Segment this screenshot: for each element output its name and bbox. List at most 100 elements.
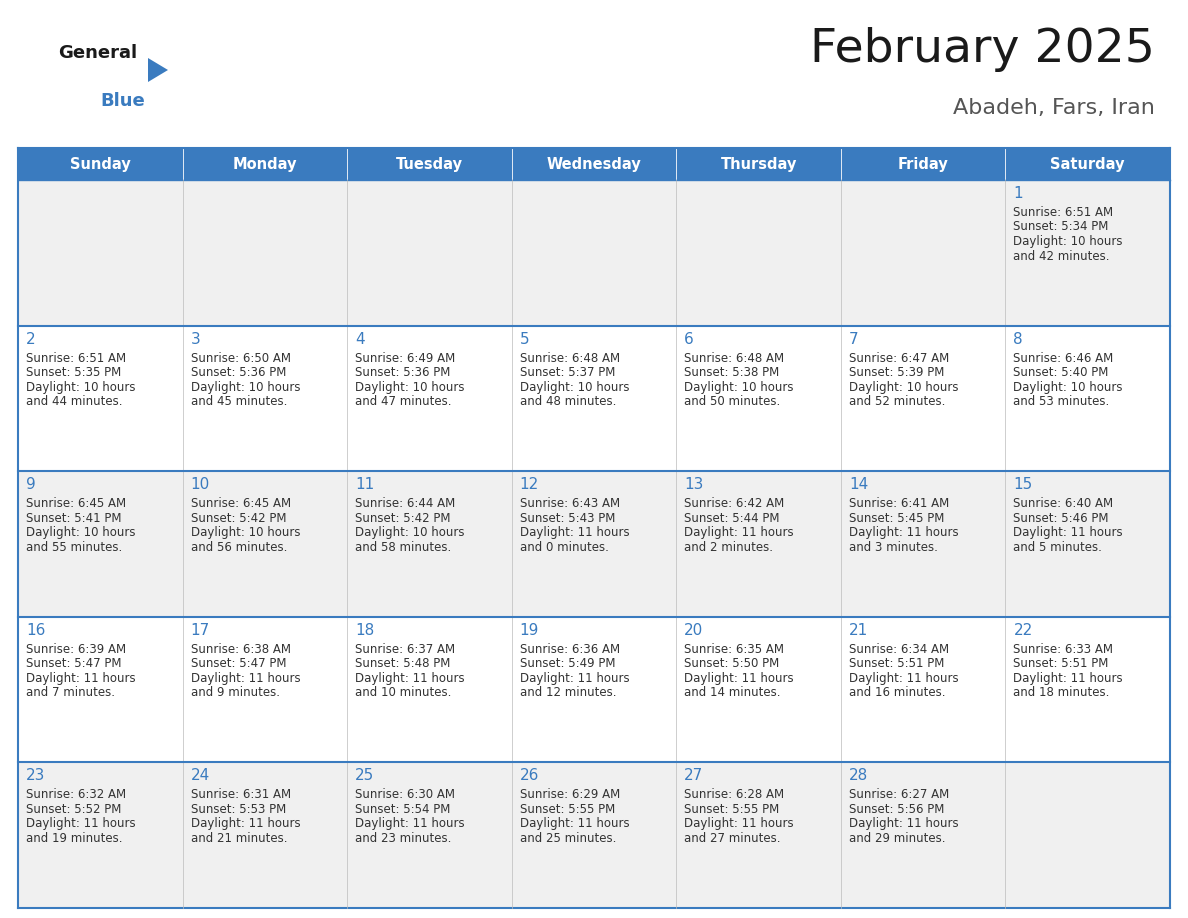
Bar: [18, 180, 183, 326]
Text: 26: 26: [519, 768, 539, 783]
Text: 21: 21: [849, 622, 868, 638]
Text: Daylight: 10 hours: Daylight: 10 hours: [1013, 381, 1123, 394]
Text: Sunset: 5:37 PM: Sunset: 5:37 PM: [519, 366, 615, 379]
Text: Abadeh, Fars, Iran: Abadeh, Fars, Iran: [953, 98, 1155, 118]
Bar: [183, 326, 347, 471]
Text: and 18 minutes.: and 18 minutes.: [1013, 687, 1110, 700]
Bar: [18, 617, 183, 763]
Text: Sunset: 5:39 PM: Sunset: 5:39 PM: [849, 366, 944, 379]
Text: Sunset: 5:51 PM: Sunset: 5:51 PM: [849, 657, 944, 670]
Bar: [841, 180, 1005, 326]
Text: Tuesday: Tuesday: [396, 156, 463, 172]
Text: and 27 minutes.: and 27 minutes.: [684, 832, 781, 845]
Text: Daylight: 11 hours: Daylight: 11 hours: [190, 672, 301, 685]
Text: 24: 24: [190, 768, 210, 783]
Text: Sunrise: 6:28 AM: Sunrise: 6:28 AM: [684, 789, 784, 801]
Bar: [347, 471, 512, 617]
Text: Sunset: 5:40 PM: Sunset: 5:40 PM: [1013, 366, 1108, 379]
Text: and 5 minutes.: and 5 minutes.: [1013, 541, 1102, 554]
Text: 10: 10: [190, 477, 210, 492]
Bar: [1005, 763, 1170, 908]
Text: 9: 9: [26, 477, 36, 492]
Text: and 14 minutes.: and 14 minutes.: [684, 687, 781, 700]
Text: Sunrise: 6:36 AM: Sunrise: 6:36 AM: [519, 643, 620, 655]
Bar: [512, 148, 676, 180]
Bar: [347, 763, 512, 908]
Text: Sunrise: 6:47 AM: Sunrise: 6:47 AM: [849, 352, 949, 364]
Bar: [18, 471, 183, 617]
Text: February 2025: February 2025: [810, 27, 1155, 72]
Text: Friday: Friday: [898, 156, 948, 172]
Text: Sunrise: 6:33 AM: Sunrise: 6:33 AM: [1013, 643, 1113, 655]
Text: 1: 1: [1013, 186, 1023, 201]
Text: Sunset: 5:44 PM: Sunset: 5:44 PM: [684, 511, 779, 525]
Text: Sunrise: 6:40 AM: Sunrise: 6:40 AM: [1013, 498, 1113, 510]
Text: Daylight: 11 hours: Daylight: 11 hours: [26, 672, 135, 685]
Text: 16: 16: [26, 622, 45, 638]
Text: 27: 27: [684, 768, 703, 783]
Text: Wednesday: Wednesday: [546, 156, 642, 172]
Text: Sunset: 5:34 PM: Sunset: 5:34 PM: [1013, 220, 1108, 233]
Text: Sunrise: 6:45 AM: Sunrise: 6:45 AM: [26, 498, 126, 510]
Text: Sunrise: 6:48 AM: Sunrise: 6:48 AM: [519, 352, 620, 364]
Bar: [18, 148, 183, 180]
Text: General: General: [58, 44, 137, 62]
Bar: [676, 180, 841, 326]
Bar: [347, 148, 512, 180]
Text: and 21 minutes.: and 21 minutes.: [190, 832, 287, 845]
Text: Sunset: 5:42 PM: Sunset: 5:42 PM: [355, 511, 450, 525]
Bar: [512, 617, 676, 763]
Polygon shape: [148, 58, 168, 82]
Text: Sunrise: 6:37 AM: Sunrise: 6:37 AM: [355, 643, 455, 655]
Text: 6: 6: [684, 331, 694, 347]
Text: Sunrise: 6:43 AM: Sunrise: 6:43 AM: [519, 498, 620, 510]
Text: and 53 minutes.: and 53 minutes.: [1013, 395, 1110, 409]
Text: Sunrise: 6:50 AM: Sunrise: 6:50 AM: [190, 352, 291, 364]
Bar: [512, 471, 676, 617]
Text: Sunrise: 6:29 AM: Sunrise: 6:29 AM: [519, 789, 620, 801]
Text: and 55 minutes.: and 55 minutes.: [26, 541, 122, 554]
Bar: [676, 763, 841, 908]
Text: Daylight: 11 hours: Daylight: 11 hours: [1013, 672, 1123, 685]
Bar: [841, 326, 1005, 471]
Text: Sunset: 5:47 PM: Sunset: 5:47 PM: [190, 657, 286, 670]
Text: and 12 minutes.: and 12 minutes.: [519, 687, 617, 700]
Text: Sunrise: 6:30 AM: Sunrise: 6:30 AM: [355, 789, 455, 801]
Text: Sunset: 5:41 PM: Sunset: 5:41 PM: [26, 511, 121, 525]
Text: Sunset: 5:54 PM: Sunset: 5:54 PM: [355, 803, 450, 816]
Text: Daylight: 11 hours: Daylight: 11 hours: [519, 672, 630, 685]
Text: Sunrise: 6:41 AM: Sunrise: 6:41 AM: [849, 498, 949, 510]
Text: Thursday: Thursday: [720, 156, 797, 172]
Text: Sunset: 5:53 PM: Sunset: 5:53 PM: [190, 803, 286, 816]
Text: Daylight: 10 hours: Daylight: 10 hours: [190, 526, 301, 539]
Text: and 9 minutes.: and 9 minutes.: [190, 687, 279, 700]
Bar: [1005, 471, 1170, 617]
Text: Sunrise: 6:34 AM: Sunrise: 6:34 AM: [849, 643, 949, 655]
Text: 12: 12: [519, 477, 539, 492]
Text: Daylight: 10 hours: Daylight: 10 hours: [355, 526, 465, 539]
Text: Sunset: 5:55 PM: Sunset: 5:55 PM: [519, 803, 615, 816]
Bar: [183, 471, 347, 617]
Bar: [347, 326, 512, 471]
Text: Sunrise: 6:45 AM: Sunrise: 6:45 AM: [190, 498, 291, 510]
Text: 13: 13: [684, 477, 703, 492]
Text: Sunset: 5:56 PM: Sunset: 5:56 PM: [849, 803, 944, 816]
Text: Sunset: 5:38 PM: Sunset: 5:38 PM: [684, 366, 779, 379]
Text: Daylight: 10 hours: Daylight: 10 hours: [190, 381, 301, 394]
Text: and 10 minutes.: and 10 minutes.: [355, 687, 451, 700]
Text: Sunday: Sunday: [70, 156, 131, 172]
Text: Sunset: 5:55 PM: Sunset: 5:55 PM: [684, 803, 779, 816]
Text: and 44 minutes.: and 44 minutes.: [26, 395, 122, 409]
Bar: [1005, 326, 1170, 471]
Bar: [183, 180, 347, 326]
Text: Saturday: Saturday: [1050, 156, 1125, 172]
Text: 5: 5: [519, 331, 530, 347]
Text: Daylight: 10 hours: Daylight: 10 hours: [1013, 235, 1123, 248]
Text: Sunset: 5:48 PM: Sunset: 5:48 PM: [355, 657, 450, 670]
Text: and 16 minutes.: and 16 minutes.: [849, 687, 946, 700]
Text: Daylight: 11 hours: Daylight: 11 hours: [355, 817, 465, 831]
Bar: [18, 326, 183, 471]
Text: Daylight: 10 hours: Daylight: 10 hours: [849, 381, 959, 394]
Text: 3: 3: [190, 331, 201, 347]
Text: and 29 minutes.: and 29 minutes.: [849, 832, 946, 845]
